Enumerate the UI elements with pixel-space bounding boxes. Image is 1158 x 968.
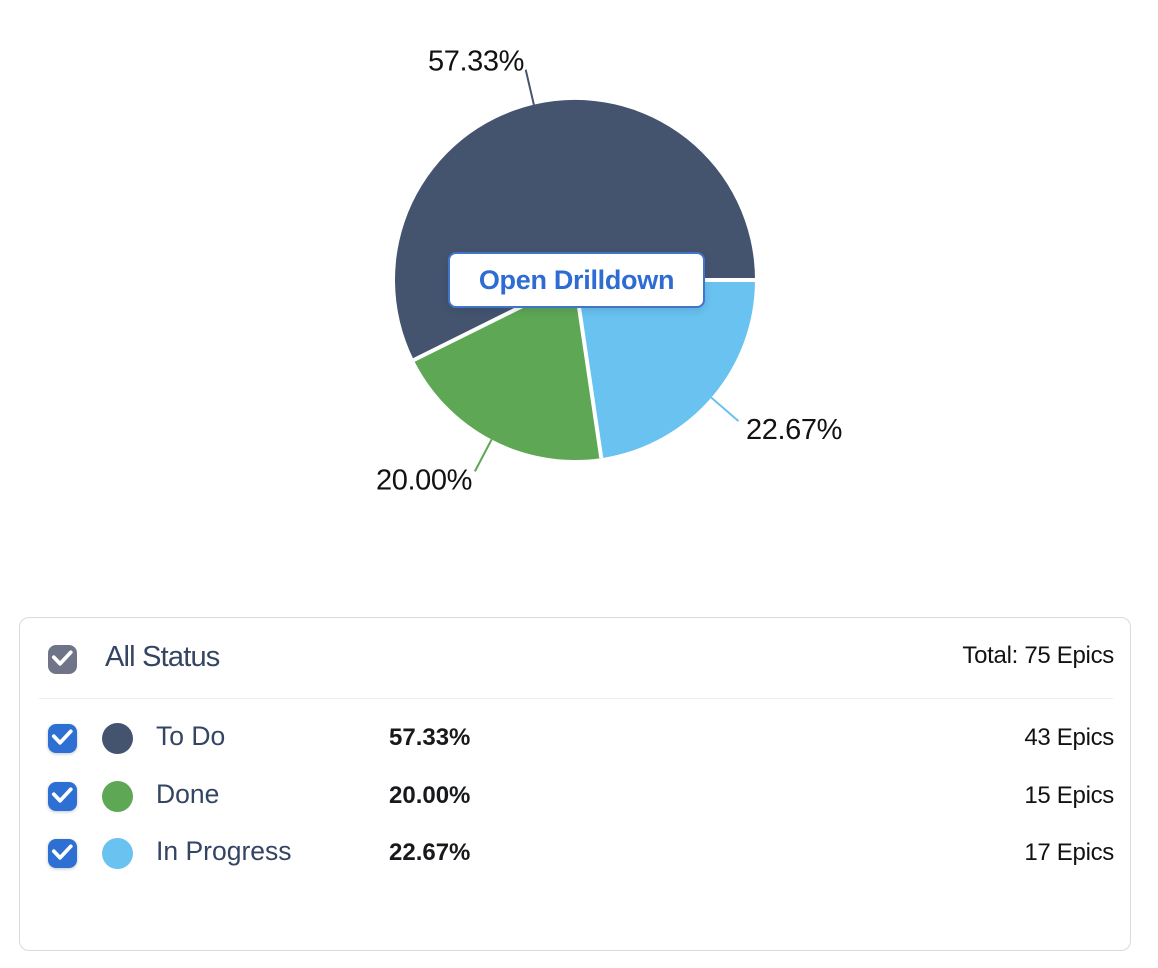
svg-text:22.67%: 22.67% <box>746 414 842 446</box>
svg-text:20.00%: 20.00% <box>376 465 472 497</box>
svg-text:57.33%: 57.33% <box>428 46 524 78</box>
